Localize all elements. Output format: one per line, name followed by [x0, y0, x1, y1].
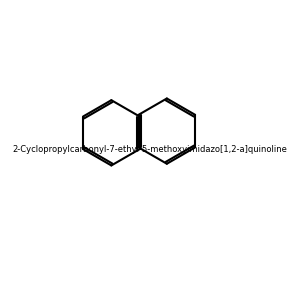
Text: 2-Cyclopropylcarbonyl-7-ethyl-5-methoxyimidazo[1,2-a]quinoline: 2-Cyclopropylcarbonyl-7-ethyl-5-methoxyi… — [13, 146, 287, 154]
